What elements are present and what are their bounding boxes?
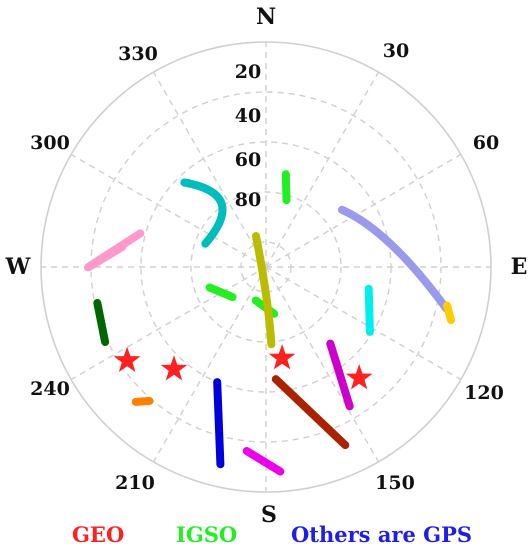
elevation-ring-20 [90, 91, 442, 443]
gps-track-16 [242, 447, 285, 476]
legend-gps: Others are GPS [291, 522, 472, 547]
geo-star-1 [160, 355, 188, 381]
azimuth-spoke-30 [265, 71, 380, 268]
gps-track-12 [364, 284, 374, 336]
elevation-tick-label-40: 40 [235, 105, 261, 127]
elevation-tick-label-60: 60 [235, 149, 261, 171]
azimuth-spoke-330 [152, 71, 267, 268]
azimuth-label-30: 30 [383, 40, 409, 62]
azimuth-spoke-120 [265, 266, 462, 381]
azimuth-label-120: 120 [464, 382, 504, 404]
gps-track-15 [326, 339, 354, 411]
geo-star-3 [345, 364, 373, 390]
geo-markers [113, 344, 373, 390]
azimuth-label-240: 240 [30, 378, 70, 400]
gps-track-7 [84, 229, 145, 272]
geo-star-0 [113, 346, 141, 372]
legend-igso: IGSO [176, 522, 237, 547]
azimuth-spoke-60 [265, 153, 462, 268]
azimuth-spoke-150 [265, 266, 380, 463]
gps-track-17 [213, 378, 225, 469]
gps-track-10 [337, 205, 451, 313]
igso-track-4 [281, 170, 291, 205]
azimuth-label-210: 210 [115, 472, 155, 494]
azimuth-label-150: 150 [375, 472, 415, 494]
azimuth-label-60: 60 [473, 132, 499, 154]
west-label: W [5, 254, 31, 280]
geo-star-2 [268, 344, 296, 370]
igso-track-5 [205, 283, 237, 302]
gps-track-13 [93, 298, 110, 346]
azimuth-label-300: 300 [30, 132, 70, 154]
south-label: S [261, 502, 277, 528]
polar-grid [40, 41, 492, 493]
azimuth-spoke-240 [70, 266, 267, 381]
azimuth-spoke-300 [70, 153, 267, 268]
gps-track-18 [271, 375, 350, 450]
gps-track-9 [252, 232, 276, 349]
azimuth-label-330: 330 [118, 43, 158, 65]
north-label: N [256, 4, 276, 30]
elevation-tick-label-80: 80 [235, 189, 261, 211]
azimuth-spoke-210 [152, 266, 267, 463]
legend-geo: GEO [72, 522, 124, 547]
satellite-tracks [84, 170, 455, 476]
gps-track-14 [131, 397, 154, 406]
gps-track-8 [180, 178, 227, 248]
east-label: E [511, 254, 528, 280]
elevation-ring-60 [190, 191, 342, 343]
elevation-tick-label-20: 20 [235, 61, 261, 83]
gps-track-11 [443, 301, 455, 325]
